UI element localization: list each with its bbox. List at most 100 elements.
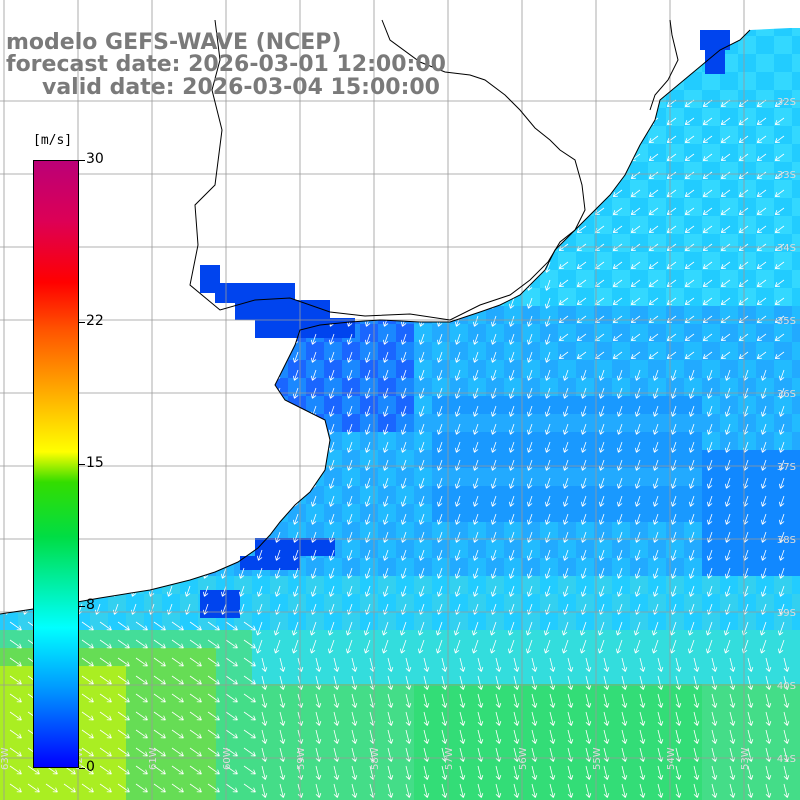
wind-arrow [166,297,173,309]
wind-cell [342,504,360,522]
wind-arrow [544,297,551,309]
wind-arrow [702,117,713,125]
wind-cell [180,738,198,756]
wind-arrow [22,225,29,237]
wind-arrow [333,765,340,780]
wind-cell [450,432,468,450]
wind-cell [630,666,648,684]
wind-arrow [238,459,245,471]
wind-cell [720,378,738,396]
wind-arrow [220,531,227,543]
wind-arrow [238,207,245,219]
wind-cell [360,198,378,216]
wind-arrow [184,423,191,435]
wind-cell [234,162,252,180]
wind-arrow [364,351,371,363]
wind-arrow [544,243,551,255]
wind-cell [648,396,666,414]
wind-cell [234,0,252,18]
wind-arrow [243,765,256,775]
wind-cell [234,450,252,468]
wind-arrow [783,711,790,726]
wind-cell [738,216,756,234]
wind-cell [252,360,270,378]
wind-cell [288,468,306,486]
wind-arrow [688,495,695,507]
wind-cell [162,162,180,180]
wind-arrow [220,513,227,525]
wind-arrow [634,549,641,561]
wind-cell [0,648,18,666]
wind-cell [396,414,414,432]
wind-cell [162,774,180,792]
wind-arrow [238,369,245,381]
wind-arrow [220,243,227,255]
wind-arrow [648,261,659,269]
wind-cell [396,792,414,800]
wind-cell [684,180,702,198]
wind-cell [378,468,396,486]
wind-arrow [130,207,137,219]
wind-cell [774,612,792,630]
wind-arrow [9,693,22,703]
wind-arrow [508,549,515,561]
wind-cell [558,324,576,342]
wind-cell [234,684,252,702]
wind-arrow [256,549,263,561]
wind-cell [540,126,558,144]
wind-cell [612,108,630,126]
wind-arrow [328,459,335,471]
wind-cell [738,36,756,54]
wind-arrow [630,261,641,269]
wind-cell [360,468,378,486]
wind-cell [540,342,558,360]
wind-arrow [315,657,322,672]
wind-cell [306,684,324,702]
wind-cell [756,720,774,738]
wind-arrow [381,621,389,636]
wind-cell [0,216,18,234]
wind-arrow [202,477,209,489]
wind-cell [108,792,126,800]
wind-arrow [705,639,713,654]
wind-cell [648,486,666,504]
wind-cell [792,108,800,126]
wind-cell [702,180,720,198]
wind-cell [234,324,252,342]
wind-cell [324,504,342,522]
wind-cell [36,0,54,18]
wind-arrow [702,279,713,287]
wind-cell [756,414,774,432]
wind-cell [432,378,450,396]
wind-arrow [189,639,202,649]
wind-cell [576,162,594,180]
wind-cell [720,594,738,612]
wind-arrow [544,225,551,237]
wind-arrow [756,171,767,179]
wind-cell [396,504,414,522]
wind-arrow [639,783,646,798]
wind-cell [432,504,450,522]
wind-arrow [382,459,389,471]
wind-cell [594,126,612,144]
wind-cell [324,792,342,800]
wind-arrow [490,585,497,597]
wind-cell [774,702,792,720]
wind-cell [396,558,414,576]
wind-cell [522,522,540,540]
wind-arrow [238,495,245,507]
wind-arrow [364,459,371,471]
wind-arrow [720,117,731,125]
wind-cell [342,414,360,432]
wind-arrow [558,297,569,305]
wind-cell [702,738,720,756]
wind-cell [522,216,540,234]
wind-cell [360,0,378,18]
wind-cell [522,288,540,306]
wind-cell [144,594,162,612]
wind-cell [792,468,800,486]
wind-cell [756,594,774,612]
wind-arrow [112,225,119,237]
wind-cell [540,414,558,432]
wind-cell [198,684,216,702]
